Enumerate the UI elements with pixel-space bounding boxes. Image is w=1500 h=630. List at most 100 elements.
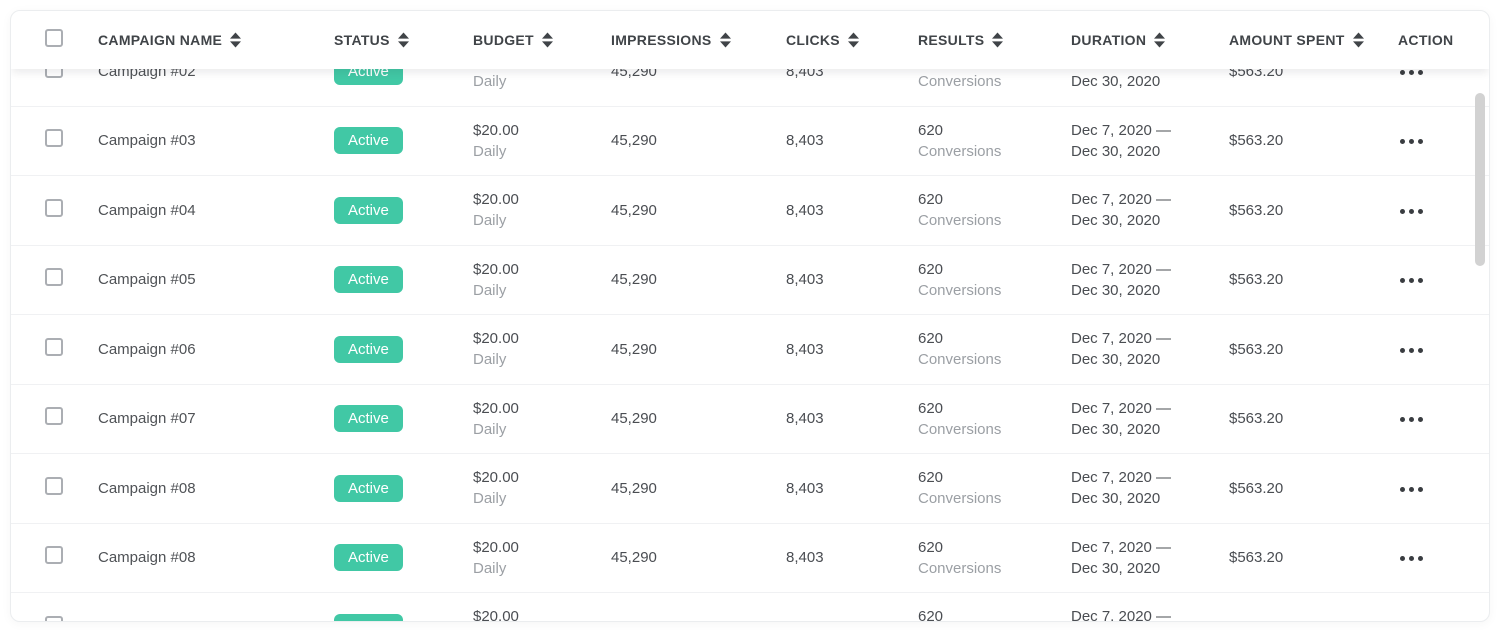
- row-checkbox[interactable]: [45, 546, 63, 565]
- amount-spent-cell: $563.20: [1229, 479, 1284, 497]
- action-cell: [1398, 548, 1489, 567]
- status-cell: Active: [334, 405, 473, 433]
- status-cell: Active: [334, 335, 473, 363]
- column-header-impressions[interactable]: IMPRESSIONS: [611, 32, 786, 48]
- row-checkbox[interactable]: [45, 476, 63, 495]
- campaign-name-cell: Campaign #05: [98, 271, 196, 289]
- budget-cell: $20.00 Daily: [473, 606, 611, 621]
- column-header-label: CAMPAIGN NAME: [98, 32, 223, 48]
- row-actions-button[interactable]: [1398, 411, 1425, 428]
- row-actions-button[interactable]: [1398, 133, 1425, 150]
- column-header-label: RESULTS: [918, 32, 985, 48]
- budget-period: Daily: [473, 73, 507, 91]
- budget-period: Daily: [473, 281, 507, 299]
- clicks-cell: 8,403: [786, 201, 824, 219]
- column-header-clicks[interactable]: CLICKS: [786, 32, 918, 48]
- status-cell: Active: [334, 544, 473, 572]
- row-checkbox[interactable]: [45, 615, 63, 621]
- impressions-cell: 45,290: [611, 340, 657, 358]
- duration-end: Dec 30, 2020: [1071, 73, 1161, 91]
- row-checkbox-cell: [45, 615, 98, 621]
- sort-icon[interactable]: [1352, 32, 1365, 48]
- table-row: Campaign #03 Active $20.00 Daily 45,290 …: [11, 107, 1489, 176]
- column-header-label: BUDGET: [473, 32, 534, 48]
- duration-start: Dec 7, 2020 —: [1071, 330, 1172, 348]
- ellipsis-icon: [1400, 417, 1423, 423]
- status-cell: Active: [334, 266, 473, 294]
- duration-cell: Dec 7, 2020 — Dec 30, 2020: [1071, 189, 1229, 231]
- impressions-cell: 45,290: [611, 132, 657, 150]
- campaign-name-cell: Campaign #04: [98, 201, 196, 219]
- duration-cell: Dec 7, 2020 — Dec 30, 2020: [1071, 120, 1229, 162]
- duration-end: Dec 30, 2020: [1071, 212, 1161, 230]
- budget-period: Daily: [473, 559, 507, 577]
- row-actions-button[interactable]: [1398, 620, 1425, 621]
- column-header-amount-spent[interactable]: AMOUNT SPENT: [1229, 32, 1398, 48]
- row-checkbox[interactable]: [45, 129, 63, 148]
- column-header-label: STATUS: [334, 32, 390, 48]
- ellipsis-icon: [1400, 208, 1423, 214]
- column-header-campaign-name[interactable]: CAMPAIGN NAME: [98, 32, 334, 48]
- results-cell: 620 Conversions: [918, 467, 1071, 509]
- sort-icon[interactable]: [719, 32, 732, 48]
- budget-cell: $20.00 Daily: [473, 537, 611, 579]
- impressions-cell: 45,290: [611, 549, 657, 567]
- row-checkbox[interactable]: [45, 268, 63, 287]
- status-badge: Active: [334, 335, 403, 363]
- row-actions-button[interactable]: [1398, 481, 1425, 498]
- impressions-cell: 45,290: [611, 619, 786, 621]
- row-actions-button[interactable]: [1398, 550, 1425, 567]
- duration-start: Dec 7, 2020 —: [1071, 469, 1172, 487]
- results-value: 620: [918, 608, 944, 622]
- sort-icon[interactable]: [541, 32, 554, 48]
- status-cell: Active: [334, 196, 473, 224]
- column-header-results[interactable]: RESULTS: [918, 32, 1071, 48]
- budget-amount: $20.00: [473, 121, 519, 139]
- status-cell: Active: [334, 127, 473, 155]
- row-checkbox[interactable]: [45, 407, 63, 426]
- sort-icon[interactable]: [397, 32, 410, 48]
- impressions-cell: 45,290: [611, 201, 657, 219]
- row-checkbox-cell: [45, 337, 98, 361]
- select-all-checkbox[interactable]: [45, 28, 63, 47]
- row-checkbox[interactable]: [45, 198, 63, 217]
- sort-icon[interactable]: [1153, 32, 1166, 48]
- sort-icon[interactable]: [991, 32, 1004, 48]
- column-header-duration[interactable]: DURATION: [1071, 32, 1229, 48]
- duration-end: Dec 30, 2020: [1071, 420, 1161, 438]
- results-value: 620: [918, 121, 944, 139]
- results-cell: 620 Conversions: [918, 120, 1071, 162]
- row-actions-button[interactable]: [1398, 64, 1425, 81]
- results-cell: 620 Conversions: [918, 398, 1071, 440]
- duration-cell: Dec 7, 2020 — Dec 30, 2020: [1071, 398, 1229, 440]
- row-actions-button[interactable]: [1398, 272, 1425, 289]
- sort-icon[interactable]: [847, 32, 860, 48]
- table-row: Campaign #08 Active $20.00 Daily 45,290 …: [11, 524, 1489, 593]
- status-cell: Active: [334, 474, 473, 502]
- clicks-cell: 8,403: [786, 410, 824, 428]
- impressions-cell: 45,290: [611, 271, 657, 289]
- table-row: Active $20.00 Daily 45,290 8,403 620 Con…: [11, 593, 1489, 622]
- action-cell: [1398, 131, 1489, 150]
- duration-end: Dec 30, 2020: [1071, 559, 1161, 577]
- budget-amount: $20.00: [473, 260, 519, 278]
- budget-cell: $20.00 Daily: [473, 328, 611, 370]
- results-cell: 620 Conversions: [918, 537, 1071, 579]
- sort-icon[interactable]: [229, 32, 242, 48]
- clicks-cell: 8,403: [786, 479, 824, 497]
- duration-cell: Dec 7, 2020 — Dec 30, 2020: [1071, 537, 1229, 579]
- row-actions-button[interactable]: [1398, 203, 1425, 220]
- budget-period: Daily: [473, 142, 507, 160]
- column-header-budget[interactable]: BUDGET: [473, 32, 611, 48]
- scrollbar-thumb[interactable]: [1475, 93, 1485, 266]
- row-actions-button[interactable]: [1398, 342, 1425, 359]
- row-checkbox[interactable]: [45, 337, 63, 356]
- campaign-name-cell: Campaign #08: [98, 479, 196, 497]
- table-row: Campaign #05 Active $20.00 Daily 45,290 …: [11, 246, 1489, 315]
- results-label: Conversions: [918, 420, 1002, 438]
- duration-cell: Dec 7, 2020 — Dec 30, 2020: [1071, 606, 1229, 621]
- budget-period: Daily: [473, 351, 507, 369]
- results-label: Conversions: [918, 73, 1002, 91]
- column-header-status[interactable]: STATUS: [334, 32, 473, 48]
- column-header-label: DURATION: [1071, 32, 1147, 48]
